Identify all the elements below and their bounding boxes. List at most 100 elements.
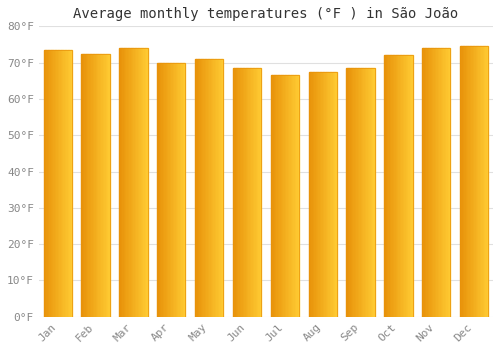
Bar <box>124 48 125 317</box>
Bar <box>445 48 446 317</box>
Bar <box>374 68 375 317</box>
Bar <box>164 63 166 317</box>
Bar <box>54 50 55 317</box>
Bar <box>280 75 282 317</box>
Bar <box>484 46 486 317</box>
Bar <box>372 68 374 317</box>
Bar <box>90 54 92 317</box>
Bar <box>248 68 250 317</box>
Bar <box>256 68 257 317</box>
Bar <box>270 75 272 317</box>
Bar <box>362 68 364 317</box>
Bar <box>157 63 186 317</box>
Bar <box>352 68 354 317</box>
Bar <box>312 72 313 317</box>
Bar <box>145 48 146 317</box>
Bar <box>242 68 244 317</box>
Bar <box>481 46 482 317</box>
Bar <box>285 75 286 317</box>
Bar <box>440 48 442 317</box>
Bar <box>66 50 68 317</box>
Bar <box>82 54 83 317</box>
Bar <box>44 50 72 317</box>
Bar <box>320 72 322 317</box>
Bar <box>68 50 69 317</box>
Bar <box>466 46 467 317</box>
Bar <box>429 48 430 317</box>
Bar <box>487 46 488 317</box>
Bar <box>331 72 332 317</box>
Bar <box>92 54 94 317</box>
Bar <box>168 63 170 317</box>
Bar <box>384 55 386 317</box>
Bar <box>294 75 295 317</box>
Bar <box>157 63 158 317</box>
Bar <box>404 55 406 317</box>
Bar <box>250 68 252 317</box>
Bar <box>387 55 388 317</box>
Bar <box>184 63 186 317</box>
Bar <box>174 63 176 317</box>
Bar <box>366 68 368 317</box>
Bar <box>209 59 210 317</box>
Bar <box>212 59 214 317</box>
Bar <box>96 54 97 317</box>
Bar <box>435 48 436 317</box>
Bar <box>240 68 242 317</box>
Bar <box>254 68 256 317</box>
Bar <box>181 63 182 317</box>
Bar <box>119 48 148 317</box>
Bar <box>178 63 180 317</box>
Bar <box>166 63 167 317</box>
Bar <box>282 75 284 317</box>
Bar <box>328 72 330 317</box>
Bar <box>384 55 412 317</box>
Bar <box>284 75 285 317</box>
Bar <box>87 54 88 317</box>
Bar <box>275 75 276 317</box>
Bar <box>365 68 366 317</box>
Bar <box>82 54 110 317</box>
Bar <box>436 48 438 317</box>
Bar <box>369 68 370 317</box>
Bar <box>422 48 424 317</box>
Bar <box>486 46 487 317</box>
Bar <box>326 72 327 317</box>
Bar <box>310 72 312 317</box>
Bar <box>422 48 450 317</box>
Bar <box>233 68 234 317</box>
Bar <box>460 46 462 317</box>
Bar <box>205 59 206 317</box>
Bar <box>140 48 142 317</box>
Bar <box>330 72 331 317</box>
Bar <box>308 72 310 317</box>
Bar <box>158 63 160 317</box>
Bar <box>195 59 196 317</box>
Bar <box>402 55 404 317</box>
Bar <box>202 59 203 317</box>
Bar <box>129 48 130 317</box>
Bar <box>88 54 90 317</box>
Bar <box>104 54 106 317</box>
Bar <box>332 72 334 317</box>
Bar <box>65 50 66 317</box>
Bar <box>200 59 202 317</box>
Bar <box>434 48 435 317</box>
Bar <box>270 75 299 317</box>
Bar <box>56 50 58 317</box>
Bar <box>276 75 278 317</box>
Bar <box>478 46 480 317</box>
Bar <box>126 48 128 317</box>
Bar <box>467 46 468 317</box>
Bar <box>448 48 449 317</box>
Bar <box>327 72 328 317</box>
Bar <box>336 72 337 317</box>
Bar <box>260 68 261 317</box>
Bar <box>162 63 163 317</box>
Bar <box>46 50 48 317</box>
Bar <box>394 55 396 317</box>
Bar <box>480 46 481 317</box>
Bar <box>163 63 164 317</box>
Bar <box>219 59 220 317</box>
Bar <box>346 68 375 317</box>
